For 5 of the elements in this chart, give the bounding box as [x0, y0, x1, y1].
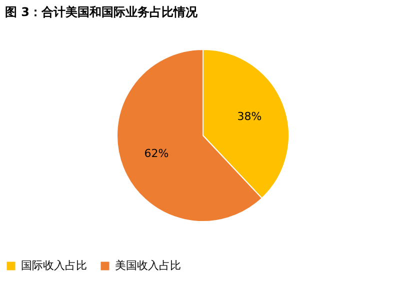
legend-label: 国际收入占比 — [21, 259, 87, 272]
chart-title: 图 3：合计美国和国际业务占比情况 — [5, 5, 199, 19]
legend-label: 美国收入占比 — [115, 259, 181, 272]
data-label: 62% — [144, 146, 169, 160]
data-label: 38% — [237, 110, 262, 124]
